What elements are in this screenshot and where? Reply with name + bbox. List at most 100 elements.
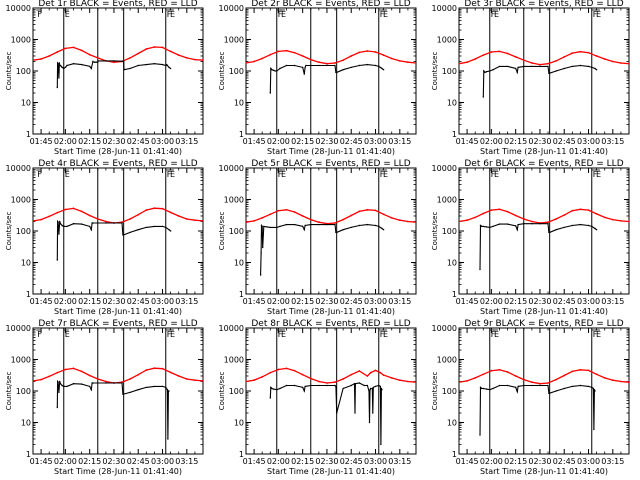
lld-data-point [261,217,264,219]
events-data-point [145,63,147,66]
events-data-point [579,64,582,67]
chart-title: Det 5r BLACK = Events, RED = LLD [251,159,410,169]
events-data-point [479,434,481,436]
lld-data-point [285,49,288,52]
events-data-point [303,73,305,75]
y-axis-label: Counts/sec [5,372,13,411]
y-tick-label: 10000 [6,4,31,13]
events-data-point [516,229,518,231]
x-tick-label: 03:15 [388,137,411,146]
events-data-point [358,64,360,67]
events-data-point [57,221,59,223]
y-tick-label: 10000 [432,4,457,13]
x-tick-label: 03:15 [175,137,198,146]
events-data-point [304,385,306,388]
series-group [246,208,416,276]
y-tick-label: 10000 [6,324,31,333]
events-data-point [482,387,484,390]
events-data-point [549,72,551,74]
lld-data-point [531,381,533,384]
time-marker-label: E [170,170,175,179]
events-series-line [482,64,597,98]
lld-data-point [48,215,51,218]
y-tick-label: 10000 [6,164,31,173]
x-tick-label: 02:15 [504,137,527,146]
lld-series-line [459,369,629,385]
lld-data-point [48,375,51,378]
events-data-point [498,65,501,68]
lld-data-point [374,51,377,53]
lld-data-point [137,373,140,376]
lld-data-point [88,374,91,377]
events-data-point [506,223,509,225]
events-data-point [165,64,167,67]
x-tick-label: 02:45 [127,137,150,146]
lld-data-point [514,214,517,217]
events-data-point [271,69,273,71]
x-tick-label: 02:45 [340,457,363,466]
events-data-point [336,412,338,414]
x-tick-label: 02:15 [78,137,101,146]
events-data-point [262,246,264,249]
lld-data-point [466,61,468,64]
x-tick-label: 01:45 [30,457,53,466]
lld-data-point [334,381,336,384]
lld-data-point [318,221,320,224]
lld-data-point [603,216,606,219]
lld-data-point [531,62,533,64]
lld-data-point [153,46,156,48]
time-marker-label: F [491,330,496,339]
plot-frame [458,167,630,295]
events-series-line [479,384,596,436]
events-data-point [303,229,305,231]
lld-data-point [309,377,312,380]
events-data-point [485,71,488,73]
lld-data-point [269,213,272,216]
time-marker-label: F [278,170,283,179]
lld-data-point [595,213,598,215]
y-tick-label: 10 [21,99,31,108]
x-tick-label: 03:00 [364,457,387,466]
lld-data-point [80,49,83,52]
y-tick-label: 10000 [432,164,457,173]
events-data-point [358,382,360,384]
events-data-point [121,60,123,62]
events-series-line [269,64,384,94]
lld-data-point [80,210,83,213]
lld-series-line [33,367,203,384]
lld-data-point [96,57,99,59]
lld-data-point [490,209,493,211]
plot-frame [245,7,417,135]
x-tick-label: 01:45 [243,457,266,466]
lld-data-point [202,220,203,222]
events-data-point [261,225,263,228]
x-tick-label: 02:15 [78,457,101,466]
events-data-point [66,225,68,228]
plot-frame [245,327,417,455]
events-data-point [285,223,288,226]
x-tick-label: 02:30 [528,297,551,306]
x-tick-label: 02:30 [102,137,125,146]
lld-data-point [253,60,255,63]
events-data-point [274,70,276,72]
lld-data-point [185,57,188,59]
chart-panel-4: Det 4r BLACK = Events, RED = LLD 1 10 100 10… [5,159,204,316]
events-data-point [57,63,59,65]
y-tick-label: 1000 [224,36,244,45]
x-axis-label: Start Time (28-Jun-11 01:41:40) [267,307,395,316]
events-data-point [350,384,352,387]
x-tick-label: 02:45 [553,297,576,306]
x-tick-label: 03:15 [601,137,624,146]
events-data-point [372,412,374,414]
events-data-point [563,67,565,70]
lld-data-point [185,218,188,220]
events-data-point [302,225,304,228]
x-tick-label: 03:00 [364,297,387,306]
events-data-point [66,385,68,388]
lld-data-point [474,377,477,379]
chart-panel-6: Det 6r BLACK = Events, RED = LLD 1 10 100 10… [431,159,630,316]
x-tick-label: 03:00 [151,297,174,306]
lld-data-point [547,221,549,224]
time-marker-label: F [380,10,385,19]
x-axis-label: Start Time (28-Jun-11 01:41:40) [480,467,608,476]
